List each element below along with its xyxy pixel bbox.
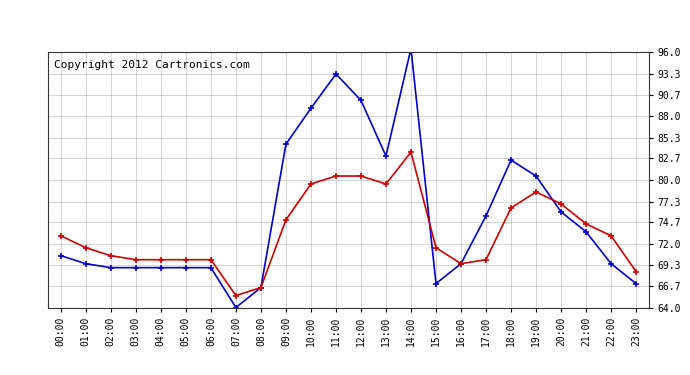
- Text: Copyright 2012 Cartronics.com: Copyright 2012 Cartronics.com: [55, 60, 250, 70]
- Text: Outdoor Temperature (Red) vs THSW Index (Blue) per Hour (24 Hours) 20120503: Outdoor Temperature (Red) vs THSW Index …: [3, 15, 687, 30]
